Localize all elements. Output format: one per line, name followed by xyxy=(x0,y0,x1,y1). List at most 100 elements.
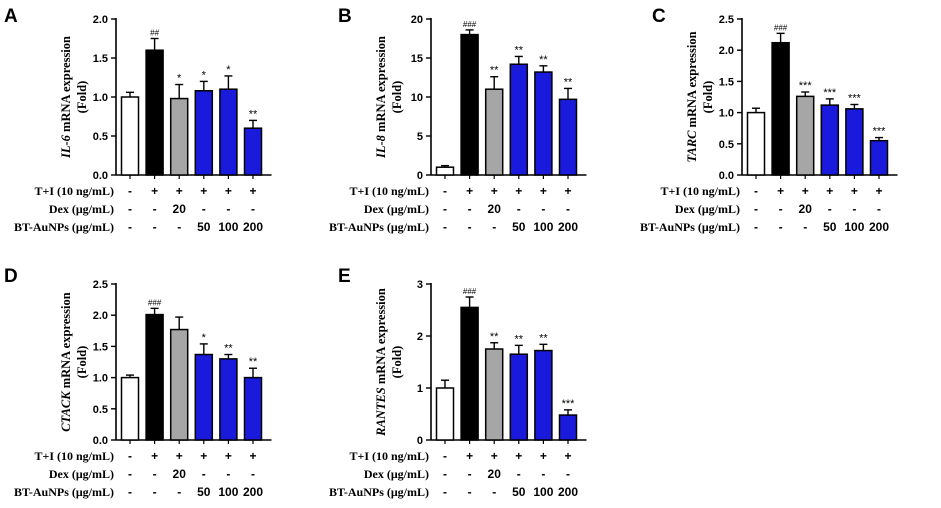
y-tick-label: 1.5 xyxy=(93,341,108,353)
bar xyxy=(820,104,840,176)
bar xyxy=(558,414,578,441)
y-tick-label: 2.0 xyxy=(93,310,108,322)
treatment-cell: - xyxy=(779,220,783,234)
treatment-cell: + xyxy=(491,184,498,198)
treatment-cell: + xyxy=(515,184,522,198)
treatment-cell: + xyxy=(200,449,207,463)
treatment-row-label: BT-AuNPs (μg/mL) xyxy=(640,220,740,234)
treatment-cell: - xyxy=(517,467,521,481)
treatment-cell: - xyxy=(128,220,132,234)
treatment-cell: 20 xyxy=(173,202,187,216)
treatment-cell: - xyxy=(226,202,230,216)
treatment-cell: 200 xyxy=(243,220,263,234)
treatment-row-label: BT-AuNPs (μg/mL) xyxy=(14,220,114,234)
treatment-cell: - xyxy=(443,449,447,463)
treatment-cell: 50 xyxy=(197,485,211,499)
significance-mark: ** xyxy=(539,54,548,66)
treatment-cell: - xyxy=(128,485,132,499)
treatment-cell: - xyxy=(566,467,570,481)
bar xyxy=(219,88,238,176)
bar xyxy=(534,349,553,441)
significance-mark: * xyxy=(202,69,207,81)
y-tick-label: 1 xyxy=(417,383,423,395)
treatment-cell: 200 xyxy=(243,485,263,499)
treatment-cell: + xyxy=(802,184,809,198)
bar xyxy=(845,108,864,176)
panel-label: C xyxy=(652,6,666,27)
treatment-cell: - xyxy=(541,202,545,216)
significance-mark: * xyxy=(226,64,231,76)
treatment-cell: - xyxy=(492,485,496,499)
treatment-cell: - xyxy=(443,485,447,499)
significance-mark: *** xyxy=(823,87,837,99)
treatment-cell: 50 xyxy=(823,220,837,234)
y-axis-unit-label: (Fold) xyxy=(75,81,89,114)
significance-mark: ** xyxy=(249,356,258,368)
treatment-cell: 50 xyxy=(512,485,526,499)
treatment-row-label: T+I (10 ng/mL) xyxy=(660,184,740,198)
y-tick-label: 0.0 xyxy=(93,435,108,447)
treatment-cell: - xyxy=(828,202,832,216)
y-axis-label-gene: CTACK xyxy=(59,390,73,432)
treatment-cell: + xyxy=(515,449,522,463)
y-tick-label: 1.5 xyxy=(719,76,734,88)
bar xyxy=(169,328,189,441)
bar xyxy=(484,88,504,176)
y-axis-unit-label: (Fold) xyxy=(390,346,404,379)
significance-mark: ** xyxy=(490,331,499,343)
treatment-cell: + xyxy=(540,184,547,198)
significance-mark: ## xyxy=(150,29,159,38)
significance-mark: ** xyxy=(515,333,524,345)
y-axis-label: TARC mRNA expression xyxy=(685,31,699,162)
treatment-cell: - xyxy=(754,220,758,234)
treatment-cell: - xyxy=(541,467,545,481)
treatment-row-label: Dex (μg/mL) xyxy=(49,467,114,481)
bar xyxy=(435,387,455,441)
treatment-cell: + xyxy=(564,449,571,463)
bar xyxy=(795,95,815,176)
significance-mark: *** xyxy=(562,398,576,410)
treatment-cell: - xyxy=(202,202,206,216)
treatment-cell: + xyxy=(151,184,158,198)
significance-mark: ** xyxy=(564,76,573,88)
treatment-cell: + xyxy=(249,449,256,463)
treatment-cell: 100 xyxy=(844,220,864,234)
treatment-cell: - xyxy=(128,449,132,463)
treatment-cell: - xyxy=(128,202,132,216)
bar xyxy=(243,127,263,176)
y-tick-label: 2.0 xyxy=(93,14,108,26)
treatment-cell: + xyxy=(491,449,498,463)
y-tick-label: 0.5 xyxy=(719,139,734,151)
bar xyxy=(219,358,238,441)
y-tick-label: 1.0 xyxy=(93,373,108,385)
treatment-row-label: T+I (10 ng/mL) xyxy=(34,449,114,463)
panel-label: E xyxy=(338,266,351,287)
treatment-cell: 200 xyxy=(869,220,889,234)
significance-mark: ** xyxy=(490,65,499,77)
bar xyxy=(145,313,164,441)
panel-d: D 0.0 0.5 1.0 1.5 2.0 2.5 CTACK mRNA expression… xyxy=(4,266,272,499)
y-tick-label: 2.5 xyxy=(93,279,108,291)
y-tick-label: 2 xyxy=(417,331,423,343)
y-tick-label: 2.5 xyxy=(719,14,734,26)
treatment-row-label: BT-AuNPs (μg/mL) xyxy=(329,220,429,234)
treatment-cell: + xyxy=(875,184,882,198)
significance-mark: *** xyxy=(873,126,887,138)
significance-mark: ** xyxy=(515,44,524,56)
treatment-cell: + xyxy=(249,184,256,198)
treatment-cell: - xyxy=(177,220,181,234)
significance-mark: ** xyxy=(224,343,233,355)
treatment-cell: - xyxy=(443,220,447,234)
y-axis-label: IL-8 mRNA expression xyxy=(374,36,388,159)
treatment-cell: - xyxy=(226,467,230,481)
y-tick-label: 20 xyxy=(411,14,423,26)
treatment-cell: + xyxy=(466,449,473,463)
significance-mark: ### xyxy=(463,287,477,296)
y-tick-label: 2.0 xyxy=(719,45,734,57)
y-tick-label: 0.0 xyxy=(93,170,108,182)
significance-mark: * xyxy=(202,332,207,344)
treatment-cell: - xyxy=(251,467,255,481)
